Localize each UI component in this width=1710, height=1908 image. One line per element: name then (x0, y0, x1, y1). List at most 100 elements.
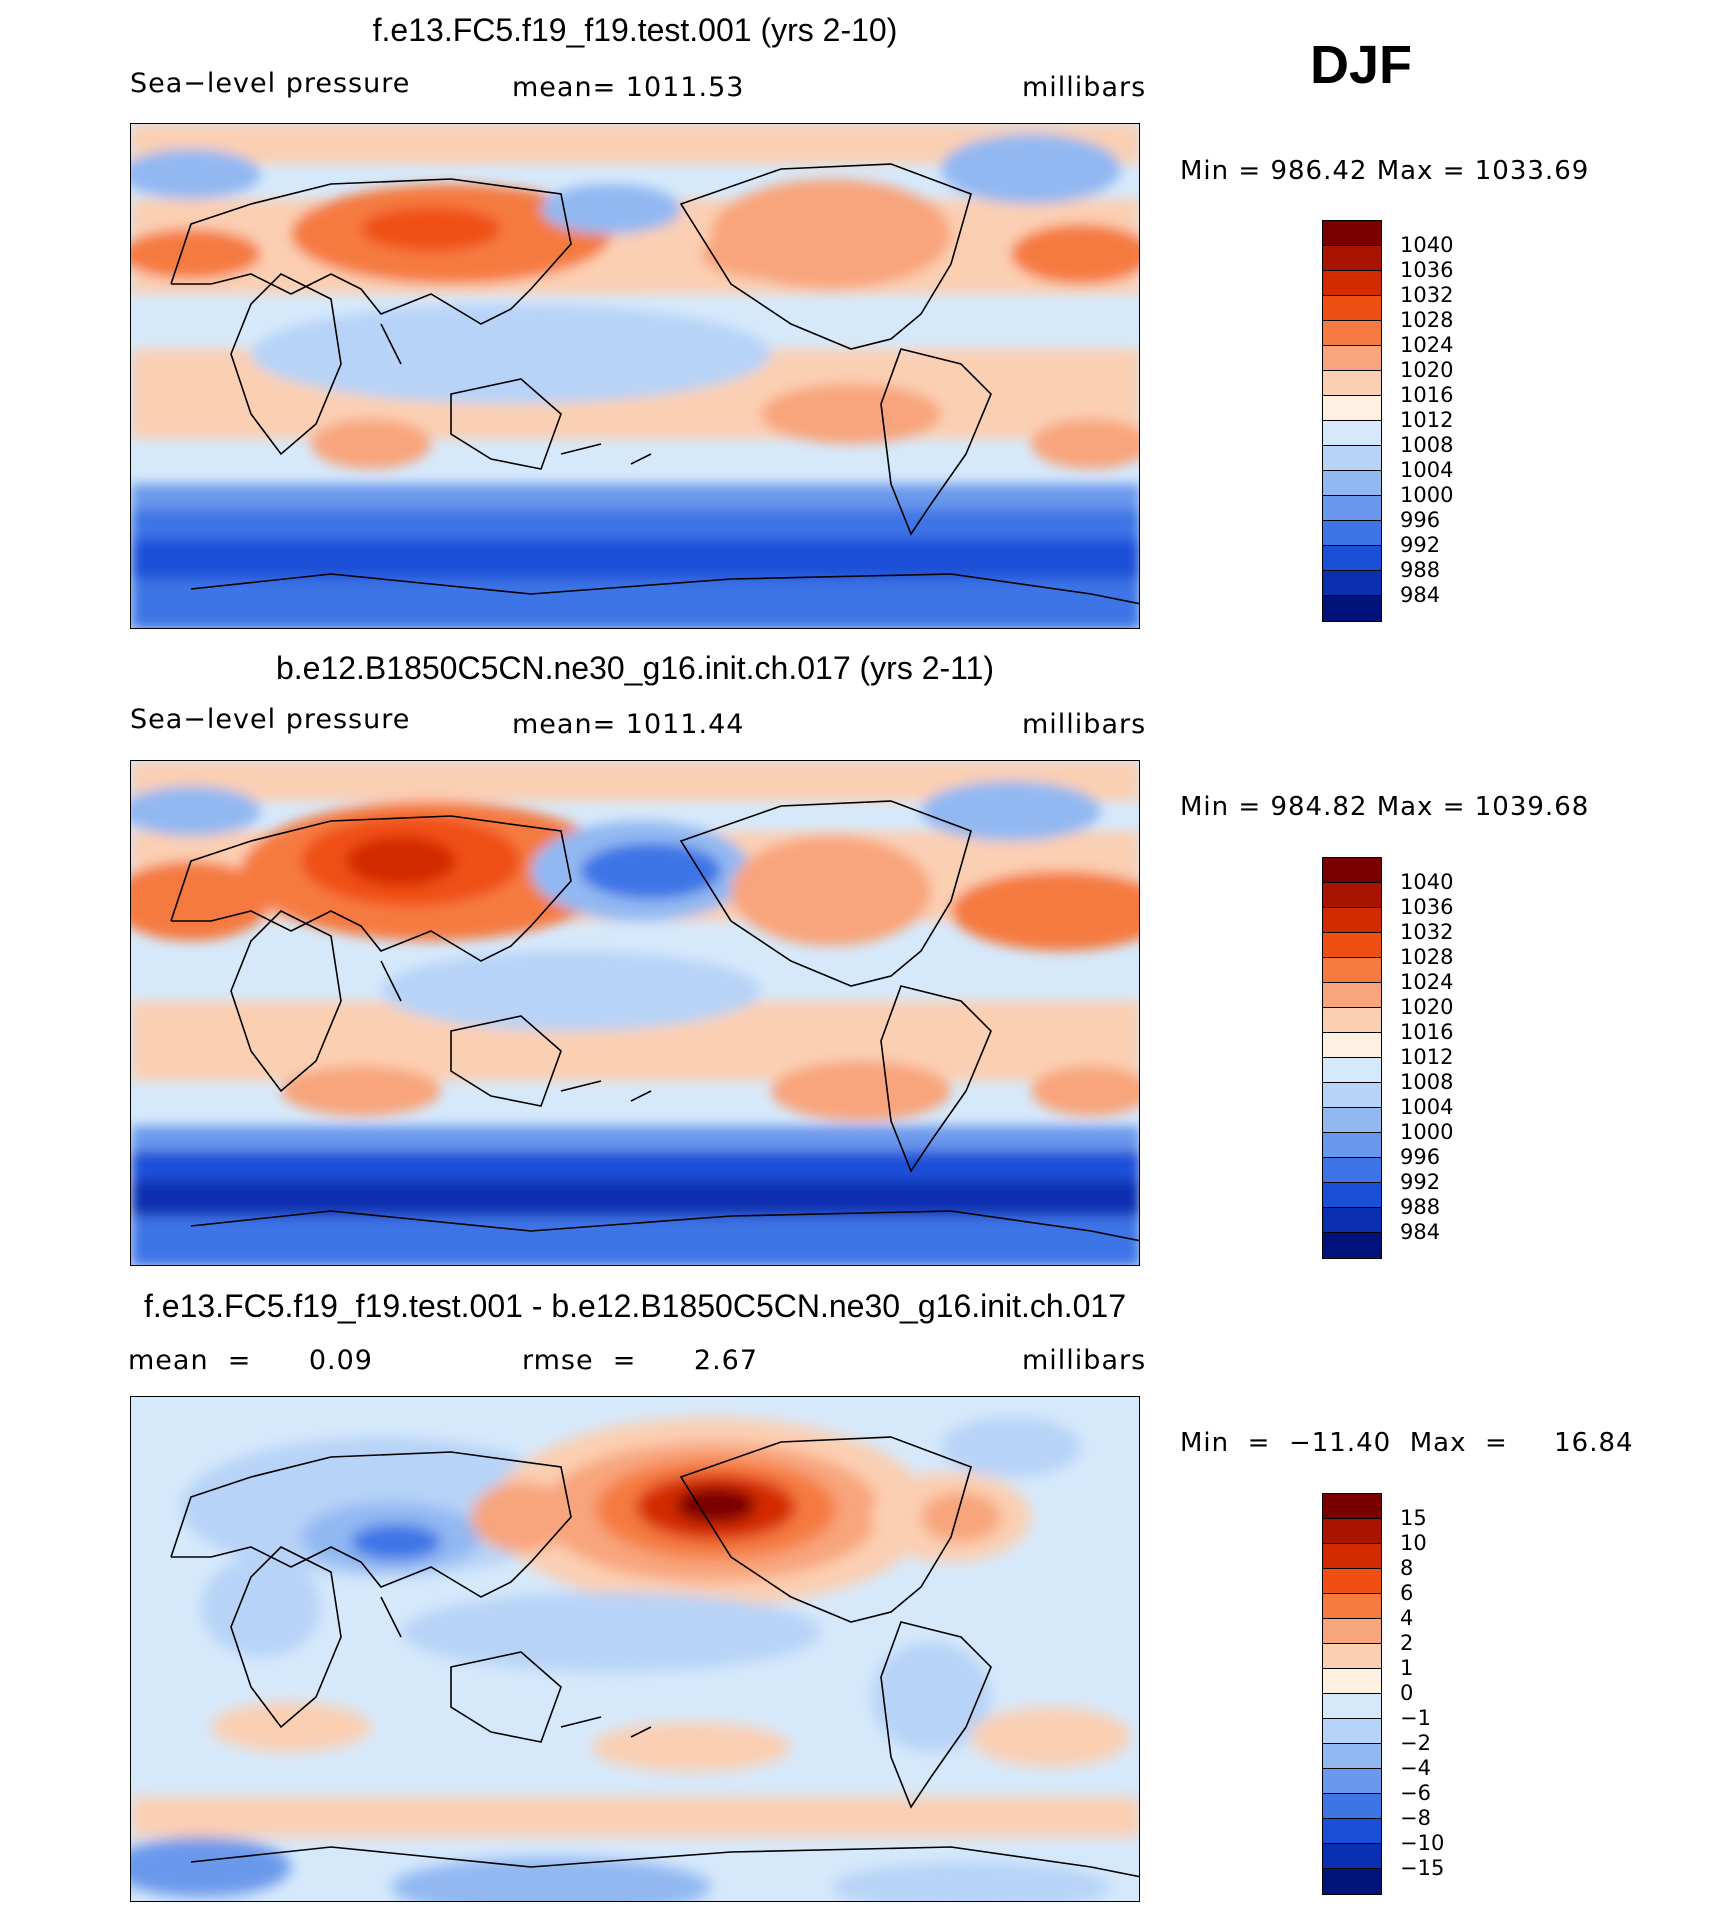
panel2-colorbar-label: 1008 (1400, 1070, 1454, 1094)
panel3-colorbar-cell (1323, 1544, 1381, 1569)
panel3-colorbar-cell (1323, 1844, 1381, 1869)
panel1-colorbar-cell (1323, 246, 1381, 271)
panel1-units: millibars (1022, 72, 1147, 103)
panel2-colorbar-label: 988 (1400, 1195, 1441, 1219)
panel2-colorbar-label: 996 (1400, 1145, 1441, 1169)
panel3-colorbar-label: 4 (1400, 1606, 1414, 1630)
panel3-colorbar-label: 0 (1400, 1681, 1414, 1705)
panel1-map (130, 123, 1140, 629)
panel3-units: millibars (1022, 1345, 1147, 1376)
panel2-colorbar-cell (1323, 933, 1381, 958)
panel2-colorbar-label: 1020 (1400, 995, 1454, 1019)
panel2-units: millibars (1022, 709, 1147, 740)
panel3-colorbar-cell (1323, 1519, 1381, 1544)
panel3-colorbar (1322, 1493, 1382, 1895)
panel1-colorbar-cell (1323, 346, 1381, 371)
panel2-colorbar-cell (1323, 1008, 1381, 1033)
panel1-colorbar-cell (1323, 571, 1381, 596)
panel2-colorbar-cell (1323, 1183, 1381, 1208)
panel3-colorbar-label: 10 (1400, 1531, 1427, 1555)
panel3-title: f.e13.FC5.f19_f19.test.001 - b.e12.B1850… (143, 1288, 1126, 1324)
panel3-colorbar-label: 2 (1400, 1631, 1414, 1655)
panel1-colorbar-cell (1323, 446, 1381, 471)
panel1-mean: mean= 1011.53 (512, 72, 745, 103)
panel3-colorbar-label: −2 (1400, 1731, 1431, 1755)
panel2-colorbar-cell (1323, 983, 1381, 1008)
panel1-colorbar-cell (1323, 421, 1381, 446)
panel1-colorbar-cell (1323, 271, 1381, 296)
panel2-colorbar-cell (1323, 883, 1381, 908)
panel2-colorbar-cell (1323, 908, 1381, 933)
panel2-colorbar-cell (1323, 1108, 1381, 1133)
panel1-colorbar-label: 984 (1400, 583, 1441, 607)
panel2-minmax: Min = 984.82 Max = 1039.68 (1180, 792, 1590, 822)
panel3-rmse: rmse = 2.67 (522, 1345, 759, 1376)
panel2-colorbar-label: 1040 (1400, 870, 1454, 894)
panel2-colorbar-label: 1028 (1400, 945, 1454, 969)
panel3-colorbar-cell (1323, 1819, 1381, 1844)
panel2-colorbar-cell (1323, 1083, 1381, 1108)
panel2-colorbar-cell (1323, 858, 1381, 883)
panel3-colorbar-cell (1323, 1744, 1381, 1769)
panel2-colorbar (1322, 857, 1382, 1259)
panel2-colorbar-cell (1323, 958, 1381, 983)
panel1-title: f.e13.FC5.f19_f19.test.001 (yrs 2-10) (372, 12, 898, 48)
panel3-colorbar-label: −4 (1400, 1756, 1431, 1780)
panel3-colorbar-label: −8 (1400, 1806, 1431, 1830)
panel1-colorbar-label: 996 (1400, 508, 1441, 532)
panel3-colorbar-cell (1323, 1794, 1381, 1819)
panel1-colorbar-label: 1036 (1400, 258, 1454, 282)
panel1-colorbar-label: 1024 (1400, 333, 1454, 357)
panel1-colorbar-label: 1012 (1400, 408, 1454, 432)
season-label: DJF (1310, 35, 1413, 95)
panel3-colorbar-label: −1 (1400, 1706, 1431, 1730)
panel3-colorbar-cell (1323, 1644, 1381, 1669)
panel1-colorbar-cell (1323, 296, 1381, 321)
panel1-colorbar-cell (1323, 371, 1381, 396)
panel1-colorbar-label: 988 (1400, 558, 1441, 582)
panel3-colorbar-cell (1323, 1769, 1381, 1794)
panel3-colorbar-label: 6 (1400, 1581, 1414, 1605)
panel1-colorbar-cell (1323, 221, 1381, 246)
panel1-colorbar-label: 1020 (1400, 358, 1454, 382)
panel2-colorbar-label: 1032 (1400, 920, 1454, 944)
panel2-mean: mean= 1011.44 (512, 709, 745, 740)
panel1-colorbar-cell (1323, 396, 1381, 421)
panel3-colorbar-cell (1323, 1694, 1381, 1719)
panel1-colorbar-label: 1028 (1400, 308, 1454, 332)
panel2-colorbar-cell (1323, 1208, 1381, 1233)
panel3-map (130, 1396, 1140, 1902)
panel3-colorbar-label: 1 (1400, 1656, 1414, 1680)
panel3-colorbar-label: −6 (1400, 1781, 1431, 1805)
panel2-colorbar-cell (1323, 1158, 1381, 1183)
panel3-colorbar-label: 8 (1400, 1556, 1414, 1580)
panel1-colorbar-cell (1323, 471, 1381, 496)
panel3-colorbar-cell (1323, 1569, 1381, 1594)
panel3-minmax: Min = −11.40 Max = 16.84 (1180, 1428, 1634, 1458)
panel3-colorbar-cell (1323, 1494, 1381, 1519)
panel2-colorbar-label: 1000 (1400, 1120, 1454, 1144)
panel1-colorbar-label: 1004 (1400, 458, 1454, 482)
panel3-colorbar-cell (1323, 1669, 1381, 1694)
panel2-colorbar-label: 1036 (1400, 895, 1454, 919)
panel1-colorbar-label: 1032 (1400, 283, 1454, 307)
panel2-variable: Sea−level pressure (130, 704, 411, 735)
panel2-colorbar-label: 1004 (1400, 1095, 1454, 1119)
panel1-colorbar-cell (1323, 321, 1381, 346)
panel2-title: b.e12.B1850C5CN.ne30_g16.init.ch.017 (yr… (275, 650, 995, 686)
panel1-colorbar-cell (1323, 521, 1381, 546)
panel2-colorbar-label: 1024 (1400, 970, 1454, 994)
panel2-colorbar-cell (1323, 1058, 1381, 1083)
panel1-colorbar-cell (1323, 546, 1381, 571)
panel2-colorbar-cell (1323, 1033, 1381, 1058)
panel3-colorbar-label: −10 (1400, 1831, 1445, 1855)
panel2-map (130, 760, 1140, 1266)
panel2-colorbar-cell (1323, 1233, 1381, 1258)
panel3-colorbar-cell (1323, 1719, 1381, 1744)
panel3-colorbar-label: 15 (1400, 1506, 1427, 1530)
panel3-mean: mean = 0.09 (128, 1345, 373, 1376)
panel2-colorbar-label: 1012 (1400, 1045, 1454, 1069)
panel2-colorbar-label: 1016 (1400, 1020, 1454, 1044)
panel1-colorbar-label: 992 (1400, 533, 1441, 557)
panel1-minmax: Min = 986.42 Max = 1033.69 (1180, 156, 1590, 186)
